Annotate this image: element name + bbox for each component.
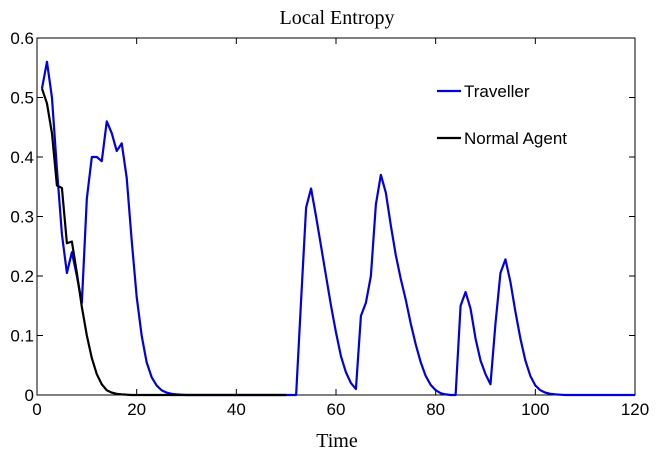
y-tick-label: 0.4 (10, 148, 34, 167)
y-axis: 0 0.1 0.2 0.3 0.4 0.5 0.6 (10, 29, 635, 405)
x-tick-label: 60 (327, 400, 346, 419)
y-tick-label: 0.1 (10, 327, 34, 346)
series-layer (40, 60, 635, 397)
y-tick-label: 0.2 (10, 267, 34, 286)
y-tick-label: 0 (25, 386, 34, 405)
plot-frame (36, 37, 636, 396)
x-tick-label: 120 (621, 400, 649, 419)
x-tick-label: 20 (127, 400, 146, 419)
x-tick-label: 0 (32, 400, 41, 419)
x-axis: 0 20 40 60 80 100 120 (32, 38, 649, 419)
x-axis-label: Time (316, 430, 358, 452)
legend: Traveller Normal Agent (437, 82, 567, 148)
y-tick-label: 0.5 (10, 89, 34, 108)
x-tick-label: 80 (426, 400, 445, 419)
y-tick-label: 0.3 (10, 208, 34, 227)
series-line-traveller (40, 60, 635, 397)
x-tick-label: 100 (521, 400, 549, 419)
x-tick-label: 40 (227, 400, 246, 419)
series-line-normal-agent (40, 88, 287, 397)
legend-label-normal-agent: Normal Agent (464, 129, 567, 148)
legend-label-traveller: Traveller (464, 82, 530, 101)
chart-title: Local Entropy (280, 7, 395, 29)
y-tick-label: 0.6 (10, 29, 34, 48)
